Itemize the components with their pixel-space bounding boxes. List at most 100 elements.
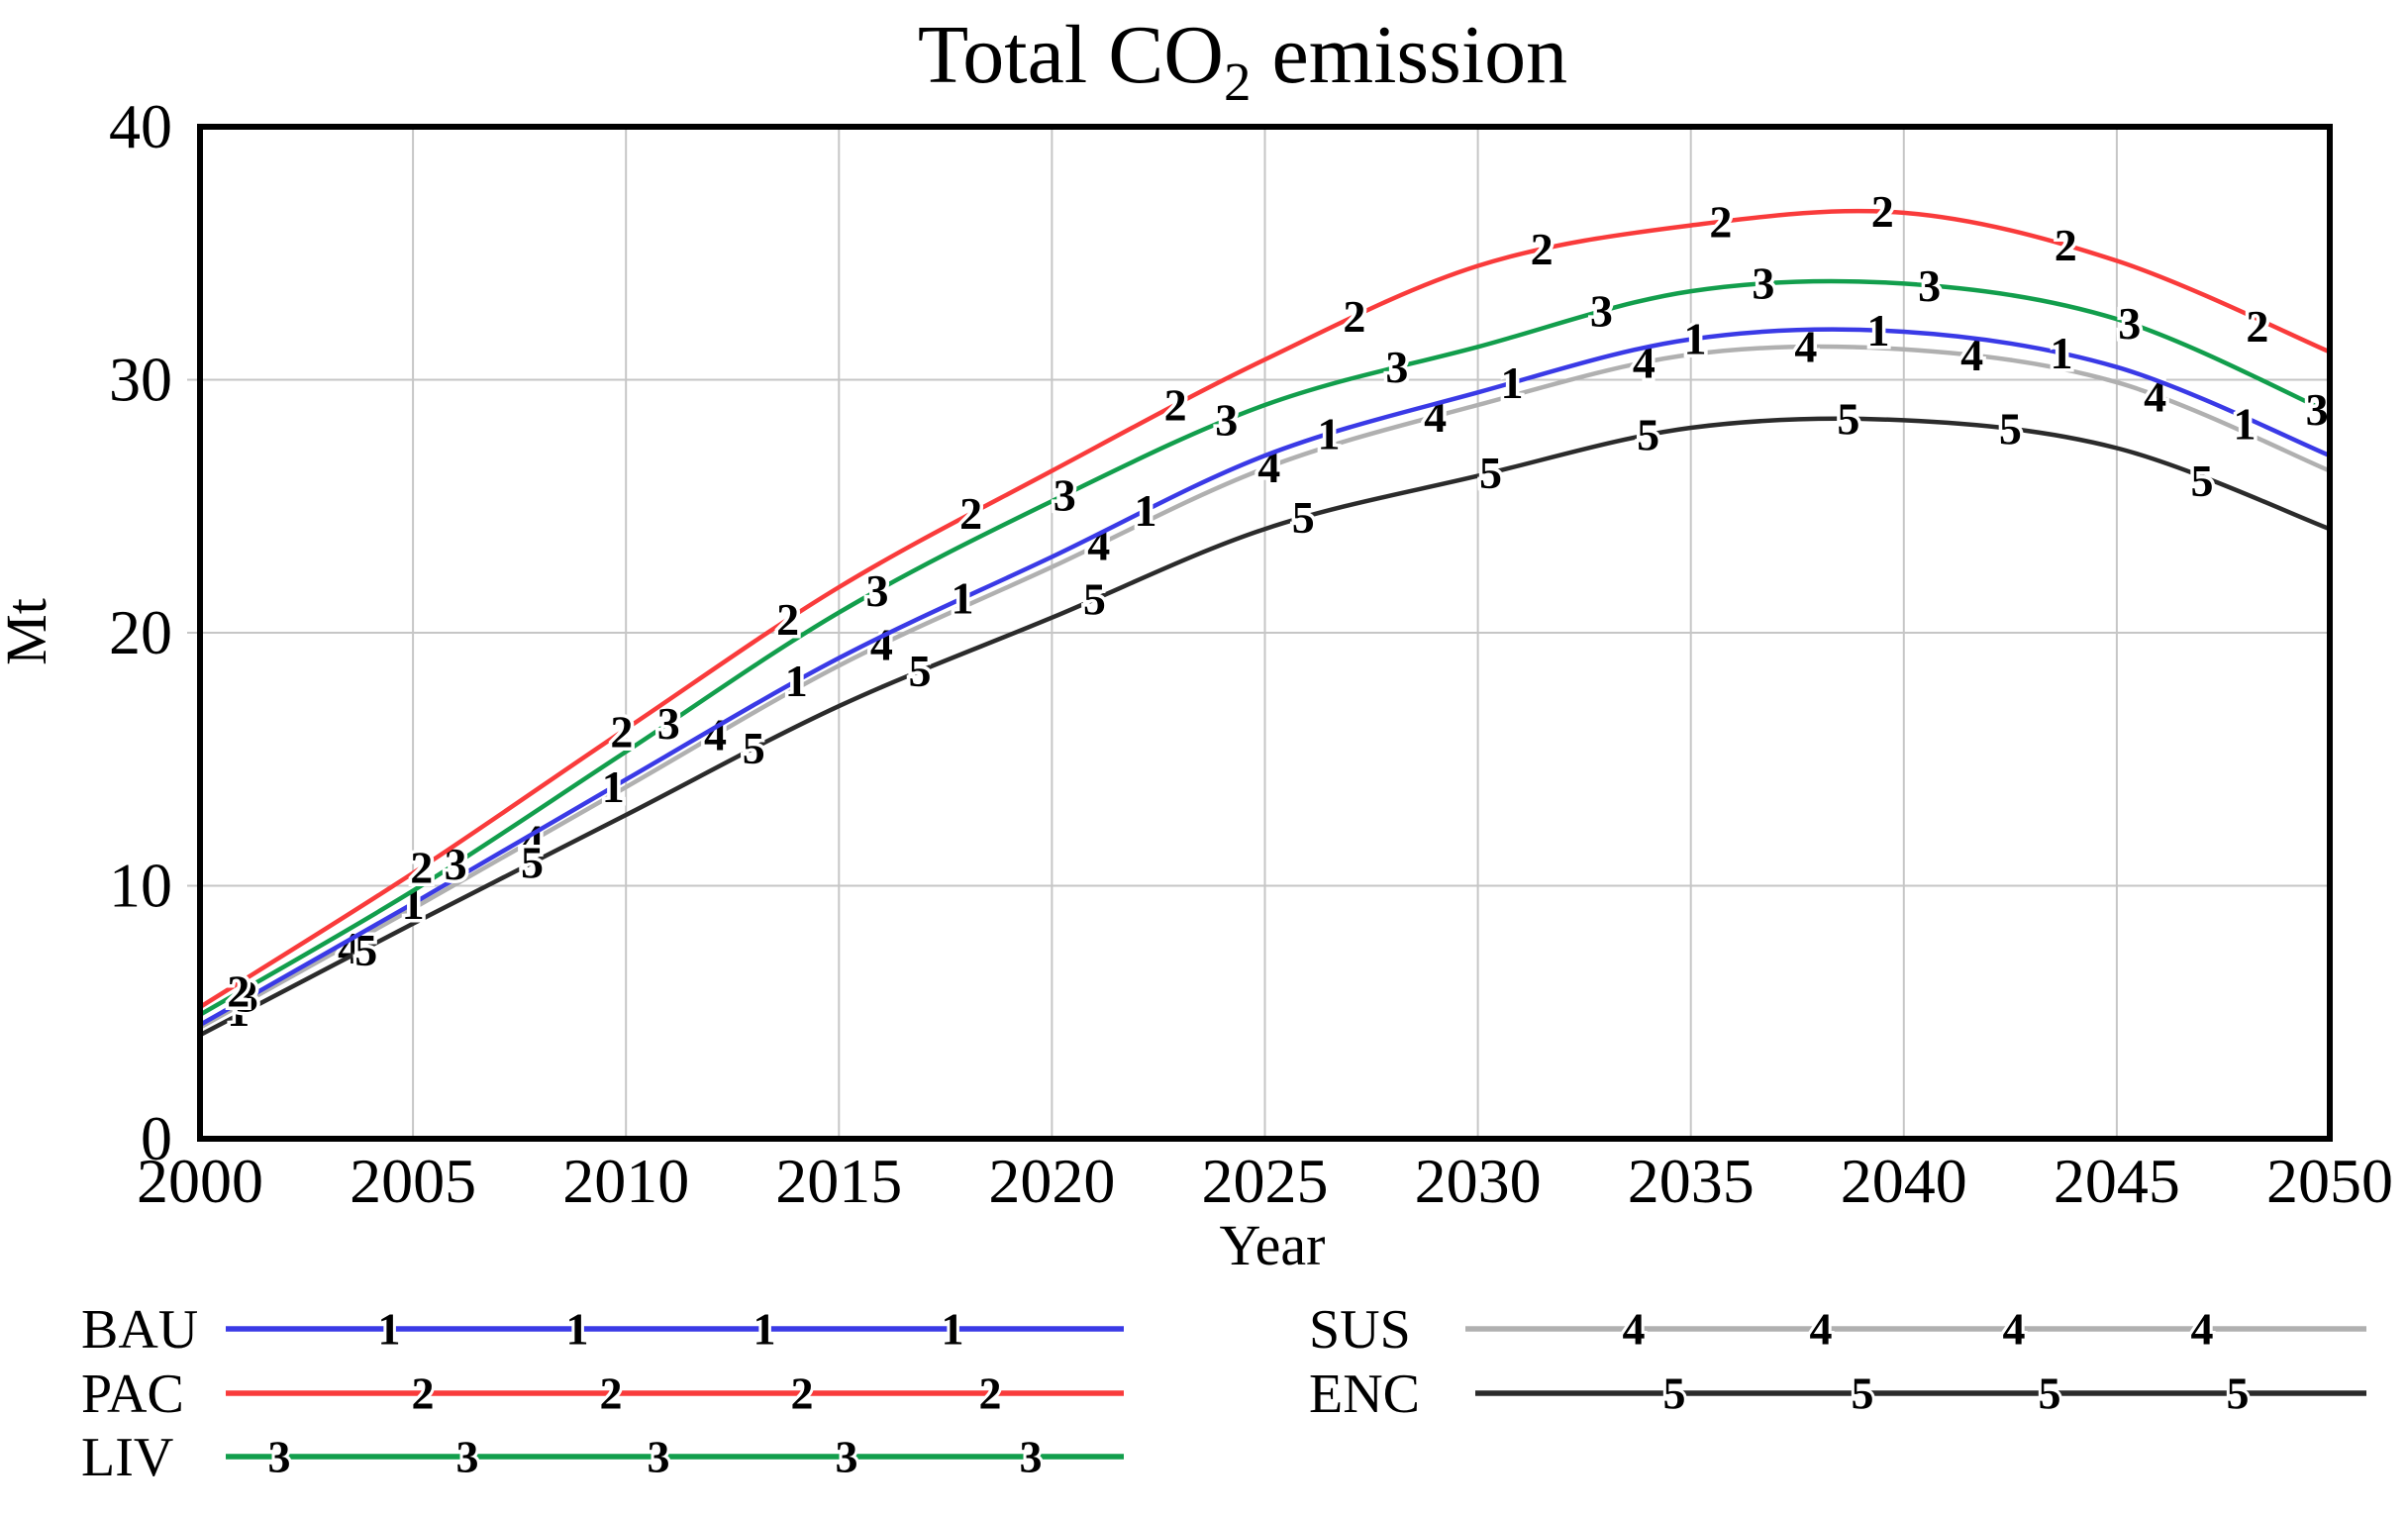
x-tick-label-2030: 2030	[1415, 1146, 1542, 1216]
legend-marker-enc: 5	[2039, 1368, 2061, 1419]
y-tick-label-20: 20	[109, 597, 172, 667]
chart-title-suffix: emission	[1251, 9, 1567, 101]
legend-marker-pac: 2	[979, 1368, 1002, 1419]
series-marker-bau: 1	[2050, 328, 2072, 378]
series-marker-bau: 1	[952, 573, 974, 624]
series-line-enc	[198, 416, 2331, 1038]
legend-marker-bau: 1	[942, 1304, 964, 1355]
legend-label-pac: PAC	[81, 1364, 184, 1425]
legend-label-enc: ENC	[1309, 1364, 1420, 1425]
legend-row-pac: PAC 2 2 2 2	[81, 1364, 1124, 1425]
series-marker-liv: 3	[445, 839, 467, 889]
series-marker-pac: 2	[776, 594, 799, 645]
series-line-pac	[198, 208, 2331, 1010]
series-marker-liv: 3	[1752, 258, 1774, 309]
x-tick-label-2010: 2010	[562, 1146, 689, 1216]
legend-marker-liv: 3	[648, 1432, 670, 1482]
series-marker-enc: 5	[2190, 455, 2213, 506]
y-tick-label-40: 40	[109, 91, 172, 161]
x-tick-label-2000: 2000	[137, 1146, 263, 1216]
series-marker-sus: 4	[1424, 391, 1447, 442]
series-marker-liv: 3	[1385, 342, 1408, 392]
legend-marker-liv: 3	[1020, 1432, 1043, 1482]
series-marker-liv: 3	[2306, 384, 2329, 435]
chart-title-subscript: 2	[1224, 51, 1252, 112]
series-marker-sus: 4	[1087, 519, 1110, 569]
series-marker-enc: 5	[743, 723, 765, 773]
series-marker-pac: 2	[959, 488, 982, 539]
series-marker-enc: 5	[1637, 410, 1659, 460]
series-marker-liv: 3	[1215, 395, 1238, 446]
series-marker-sus: 4	[704, 710, 727, 760]
series-marker-liv: 3	[2118, 298, 2141, 349]
series-marker-enc: 5	[1999, 403, 2022, 454]
series-marker-bau: 1	[602, 761, 625, 812]
x-tick-label-2040: 2040	[1841, 1146, 1967, 1216]
x-tick-label-2050: 2050	[2266, 1146, 2393, 1216]
series-marker-sus: 4	[521, 815, 544, 865]
legend-marker-enc: 5	[1663, 1368, 1686, 1419]
series-marker-bau: 1	[1684, 314, 1707, 364]
series-marker-pac: 2	[2246, 301, 2268, 352]
series-marker-bau: 1	[402, 878, 425, 929]
legend-row-enc: ENC 5 5 5 5	[1309, 1364, 2366, 1425]
legend-marker-liv: 3	[836, 1432, 858, 1482]
x-tick-label-2020: 2020	[988, 1146, 1115, 1216]
legend: BAU 1 1 1 1 PAC 2 2 2 2 LIV 3 3 3 3 3 SUS 4 4 4 4 ENC 5 5 5 5	[81, 1299, 2366, 1488]
plot-border	[197, 124, 2333, 1142]
chart-title: Total CO2 emission	[918, 9, 1567, 112]
series-marker-liv: 3	[1590, 286, 1613, 337]
x-axis-label: Year	[1220, 1213, 1326, 1277]
legend-marker-liv: 3	[268, 1432, 291, 1482]
legend-marker-pac: 2	[412, 1368, 435, 1419]
x-tick-label-2025: 2025	[1202, 1146, 1329, 1216]
x-tick-label-2005: 2005	[350, 1146, 476, 1216]
plot-frame	[197, 124, 2333, 1142]
y-axis-label: Mt	[0, 598, 58, 665]
series-marker-pac: 2	[1164, 379, 1187, 430]
series-marker-bau: 1	[1501, 357, 1524, 408]
series-marker-bau: 1	[1866, 305, 1889, 355]
series-marker-sus: 4	[870, 619, 893, 669]
gridlines	[187, 127, 2330, 1139]
x-tick-label-2045: 2045	[2054, 1146, 2180, 1216]
series-line-sus	[198, 344, 2331, 1030]
series-marker-enc: 5	[1479, 448, 1502, 498]
series-marker-enc: 5	[354, 925, 377, 975]
legend-marker-bau: 1	[753, 1304, 776, 1355]
series-marker-pac: 2	[1531, 224, 1554, 274]
series-line-bau	[198, 327, 2331, 1027]
legend-marker-bau: 1	[378, 1304, 401, 1355]
legend-marker-pac: 2	[600, 1368, 623, 1419]
legend-row-bau: BAU 1 1 1 1	[81, 1299, 1124, 1361]
series-marker-enc: 5	[909, 646, 932, 696]
series-marker-bau: 1	[1135, 485, 1157, 536]
series-marker-enc: 5	[521, 838, 544, 888]
series-marker-enc: 5	[1837, 393, 1859, 444]
series-pac: 2 2 2 2 2 2 2 2 2 2 2 2	[198, 183, 2331, 1020]
series-marker-pac: 2	[227, 966, 250, 1017]
legend-row-sus: SUS 4 4 4 4	[1309, 1299, 2366, 1361]
series-marker-pac: 2	[610, 706, 633, 757]
legend-marker-sus: 4	[1810, 1304, 1833, 1355]
y-tick-label-10: 10	[109, 851, 172, 921]
series-marker-bau: 1	[1318, 408, 1341, 458]
series-line-liv	[198, 278, 2331, 1017]
series-marker-bau: 1	[785, 656, 808, 706]
legend-marker-enc: 5	[2227, 1368, 2250, 1419]
legend-marker-liv: 3	[456, 1432, 479, 1482]
x-tick-label-2035: 2035	[1628, 1146, 1755, 1216]
legend-marker-sus: 4	[1623, 1304, 1646, 1355]
series-marker-liv: 3	[866, 565, 889, 616]
legend-row-liv: LIV 3 3 3 3 3	[81, 1427, 1124, 1488]
series-marker-pac: 2	[410, 843, 433, 893]
series-enc: 5 5 5 5 5 5 5 5 5 5 5	[198, 390, 2331, 1038]
x-tick-label-2015: 2015	[775, 1146, 902, 1216]
series-marker-enc: 5	[1083, 574, 1106, 625]
